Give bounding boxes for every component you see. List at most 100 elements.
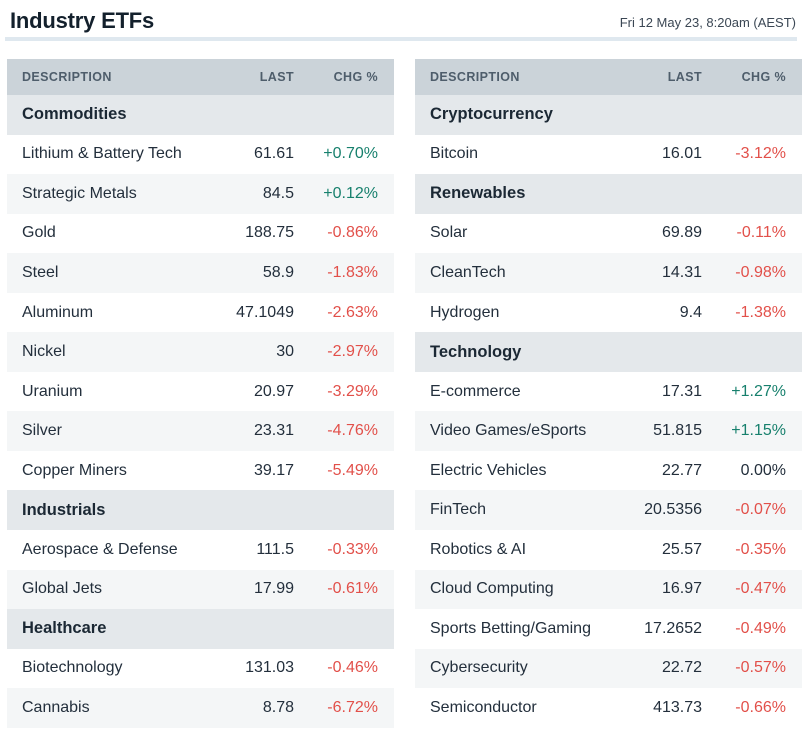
etf-description: Electric Vehicles: [430, 461, 547, 479]
etf-row-steel[interactable]: Steel 58.9 -1.83%: [7, 253, 394, 293]
column-header-chg: CHG %: [741, 70, 786, 84]
etf-description: Lithium & Battery Tech: [22, 145, 182, 163]
etf-last-price: 131.03: [245, 659, 294, 677]
column-header-chg: CHG %: [333, 70, 378, 84]
page-title: Industry ETFs: [10, 8, 155, 33]
etf-last-price: 47.1049: [236, 303, 294, 321]
etf-description: Strategic Metals: [22, 184, 137, 202]
etf-last-price: 17.99: [253, 580, 294, 598]
etf-last-price: 17.31: [661, 382, 702, 400]
etf-last-price: 14.31: [661, 263, 702, 281]
etf-change-percent: +1.27%: [731, 382, 786, 400]
etf-last-price: 25.57: [661, 540, 702, 558]
section-label: Renewables: [430, 184, 526, 203]
etf-change-percent: -2.63%: [327, 303, 378, 321]
etf-change-percent: -0.86%: [327, 224, 378, 242]
etf-row-silver[interactable]: Silver 23.31 -4.76%: [7, 411, 394, 451]
etf-description: Solar: [430, 224, 468, 242]
etf-row-aluminum[interactable]: Aluminum 47.1049 -2.63%: [7, 292, 394, 333]
etf-row-sports-betting-gaming[interactable]: Sports Betting/Gaming 17.2652 -0.49%: [415, 609, 802, 649]
etf-change-percent: -0.33%: [327, 540, 378, 558]
etf-change-percent: -0.61%: [327, 580, 378, 598]
etf-last-price: 16.97: [661, 580, 702, 598]
etf-last-price: 22.77: [661, 461, 702, 479]
etf-last-price: 22.72: [661, 659, 702, 677]
etf-description: E-commerce: [430, 382, 521, 400]
section-row-technology: Technology: [415, 332, 802, 372]
etf-row-aerospace-defense[interactable]: Aerospace & Defense 111.5 -0.33%: [7, 530, 394, 570]
etf-row-nickel[interactable]: Nickel 30 -2.97%: [7, 332, 394, 372]
etf-row-solar[interactable]: Solar 69.89 -0.11%: [415, 213, 802, 254]
etf-last-price: 61.61: [253, 145, 294, 163]
etf-last-price: 8.78: [262, 698, 294, 716]
etf-row-bitcoin[interactable]: Bitcoin 16.01 -3.12%: [415, 134, 802, 175]
etf-change-percent: -2.97%: [327, 343, 378, 361]
etf-row-strategic-metals[interactable]: Strategic Metals 84.5 +0.12%: [7, 174, 394, 214]
etf-change-percent: -0.57%: [735, 659, 786, 677]
etf-change-percent: -1.83%: [327, 263, 378, 281]
etf-description: Gold: [22, 224, 56, 242]
etf-change-percent: 0.00%: [740, 461, 786, 479]
etf-last-price: 16.01: [661, 145, 702, 163]
etf-row-hydrogen[interactable]: Hydrogen 9.4 -1.38%: [415, 292, 802, 333]
etf-description: Cannabis: [22, 698, 90, 716]
etf-change-percent: -0.35%: [735, 540, 786, 558]
etf-change-percent: -0.98%: [735, 263, 786, 281]
etf-description: Sports Betting/Gaming: [430, 619, 591, 637]
column-header-last: LAST: [667, 70, 702, 84]
etf-row-copper-miners[interactable]: Copper Miners 39.17 -5.49%: [7, 450, 394, 491]
etf-row-cloud-computing[interactable]: Cloud Computing 16.97 -0.47%: [415, 569, 802, 610]
etf-last-price: 17.2652: [644, 619, 702, 637]
etf-change-percent: -4.76%: [327, 422, 378, 440]
etf-description: Silver: [22, 422, 63, 440]
etf-row-cybersecurity[interactable]: Cybersecurity 22.72 -0.57%: [415, 648, 802, 689]
timestamp: Fri 12 May 23, 8:20am (AEST): [619, 15, 796, 30]
etf-change-percent: -0.49%: [735, 619, 786, 637]
etf-last-price: 69.89: [661, 224, 702, 242]
etf-last-price: 9.4: [679, 303, 702, 321]
section-label: Healthcare: [22, 619, 107, 638]
etf-description: Steel: [22, 263, 59, 281]
etf-change-percent: -5.49%: [327, 461, 378, 479]
etf-change-percent: -0.47%: [735, 580, 786, 598]
table-header-row: DESCRIPTION LAST CHG %: [415, 59, 802, 95]
etf-description: Global Jets: [22, 580, 103, 598]
etf-description: Cloud Computing: [430, 580, 554, 598]
etf-last-price: 51.815: [653, 422, 702, 440]
table-header-row: DESCRIPTION LAST CHG %: [7, 59, 394, 95]
etf-row-e-commerce[interactable]: E-commerce 17.31 +1.27%: [415, 371, 802, 412]
etfs-table-right: DESCRIPTION LAST CHG % Cryptocurrency Bitcoi…: [415, 59, 802, 728]
etf-row-video-games-esports[interactable]: Video Games/eSports 51.815 +1.15%: [415, 411, 802, 451]
etf-last-price: 23.31: [253, 422, 294, 440]
etf-change-percent: -0.07%: [735, 501, 786, 519]
etf-description: Bitcoin: [430, 145, 479, 163]
etf-row-biotechnology[interactable]: Biotechnology 131.03 -0.46%: [7, 648, 394, 689]
etf-row-cleantech[interactable]: CleanTech 14.31 -0.98%: [415, 253, 802, 293]
etf-change-percent: +0.70%: [323, 145, 378, 163]
etf-last-price: 20.97: [253, 382, 294, 400]
etf-change-percent: -6.72%: [327, 698, 378, 716]
etf-row-robotics-ai[interactable]: Robotics & AI 25.57 -0.35%: [415, 530, 802, 570]
etf-last-price: 58.9: [262, 263, 294, 281]
etf-row-gold[interactable]: Gold 188.75 -0.86%: [7, 213, 394, 254]
etf-tables-container: DESCRIPTION LAST CHG % Commodities Lithium &…: [0, 59, 802, 728]
etf-row-lithium-battery-tech[interactable]: Lithium & Battery Tech 61.61 +0.70%: [7, 134, 394, 175]
etf-row-uranium[interactable]: Uranium 20.97 -3.29%: [7, 371, 394, 412]
etf-description: Biotechnology: [22, 659, 123, 677]
etf-change-percent: -3.29%: [327, 382, 378, 400]
etf-row-semiconductor[interactable]: Semiconductor 413.73 -0.66%: [415, 688, 802, 728]
etf-last-price: 413.73: [653, 698, 702, 716]
etf-change-percent: -0.11%: [736, 224, 786, 242]
etf-change-percent: -0.66%: [735, 698, 786, 716]
etf-row-electric-vehicles[interactable]: Electric Vehicles 22.77 0.00%: [415, 450, 802, 491]
etf-description: Robotics & AI: [430, 540, 527, 558]
section-label: Industrials: [22, 500, 106, 519]
section-row-industrials: Industrials: [7, 490, 394, 531]
section-label: Commodities: [22, 105, 127, 124]
section-row-healthcare: Healthcare: [7, 609, 394, 649]
etf-row-fintech[interactable]: FinTech 20.5356 -0.07%: [415, 490, 802, 531]
etf-row-global-jets[interactable]: Global Jets 17.99 -0.61%: [7, 569, 394, 610]
etf-row-cannabis[interactable]: Cannabis 8.78 -6.72%: [7, 688, 394, 728]
etf-description: Copper Miners: [22, 461, 127, 479]
column-header-description: DESCRIPTION: [22, 70, 112, 84]
